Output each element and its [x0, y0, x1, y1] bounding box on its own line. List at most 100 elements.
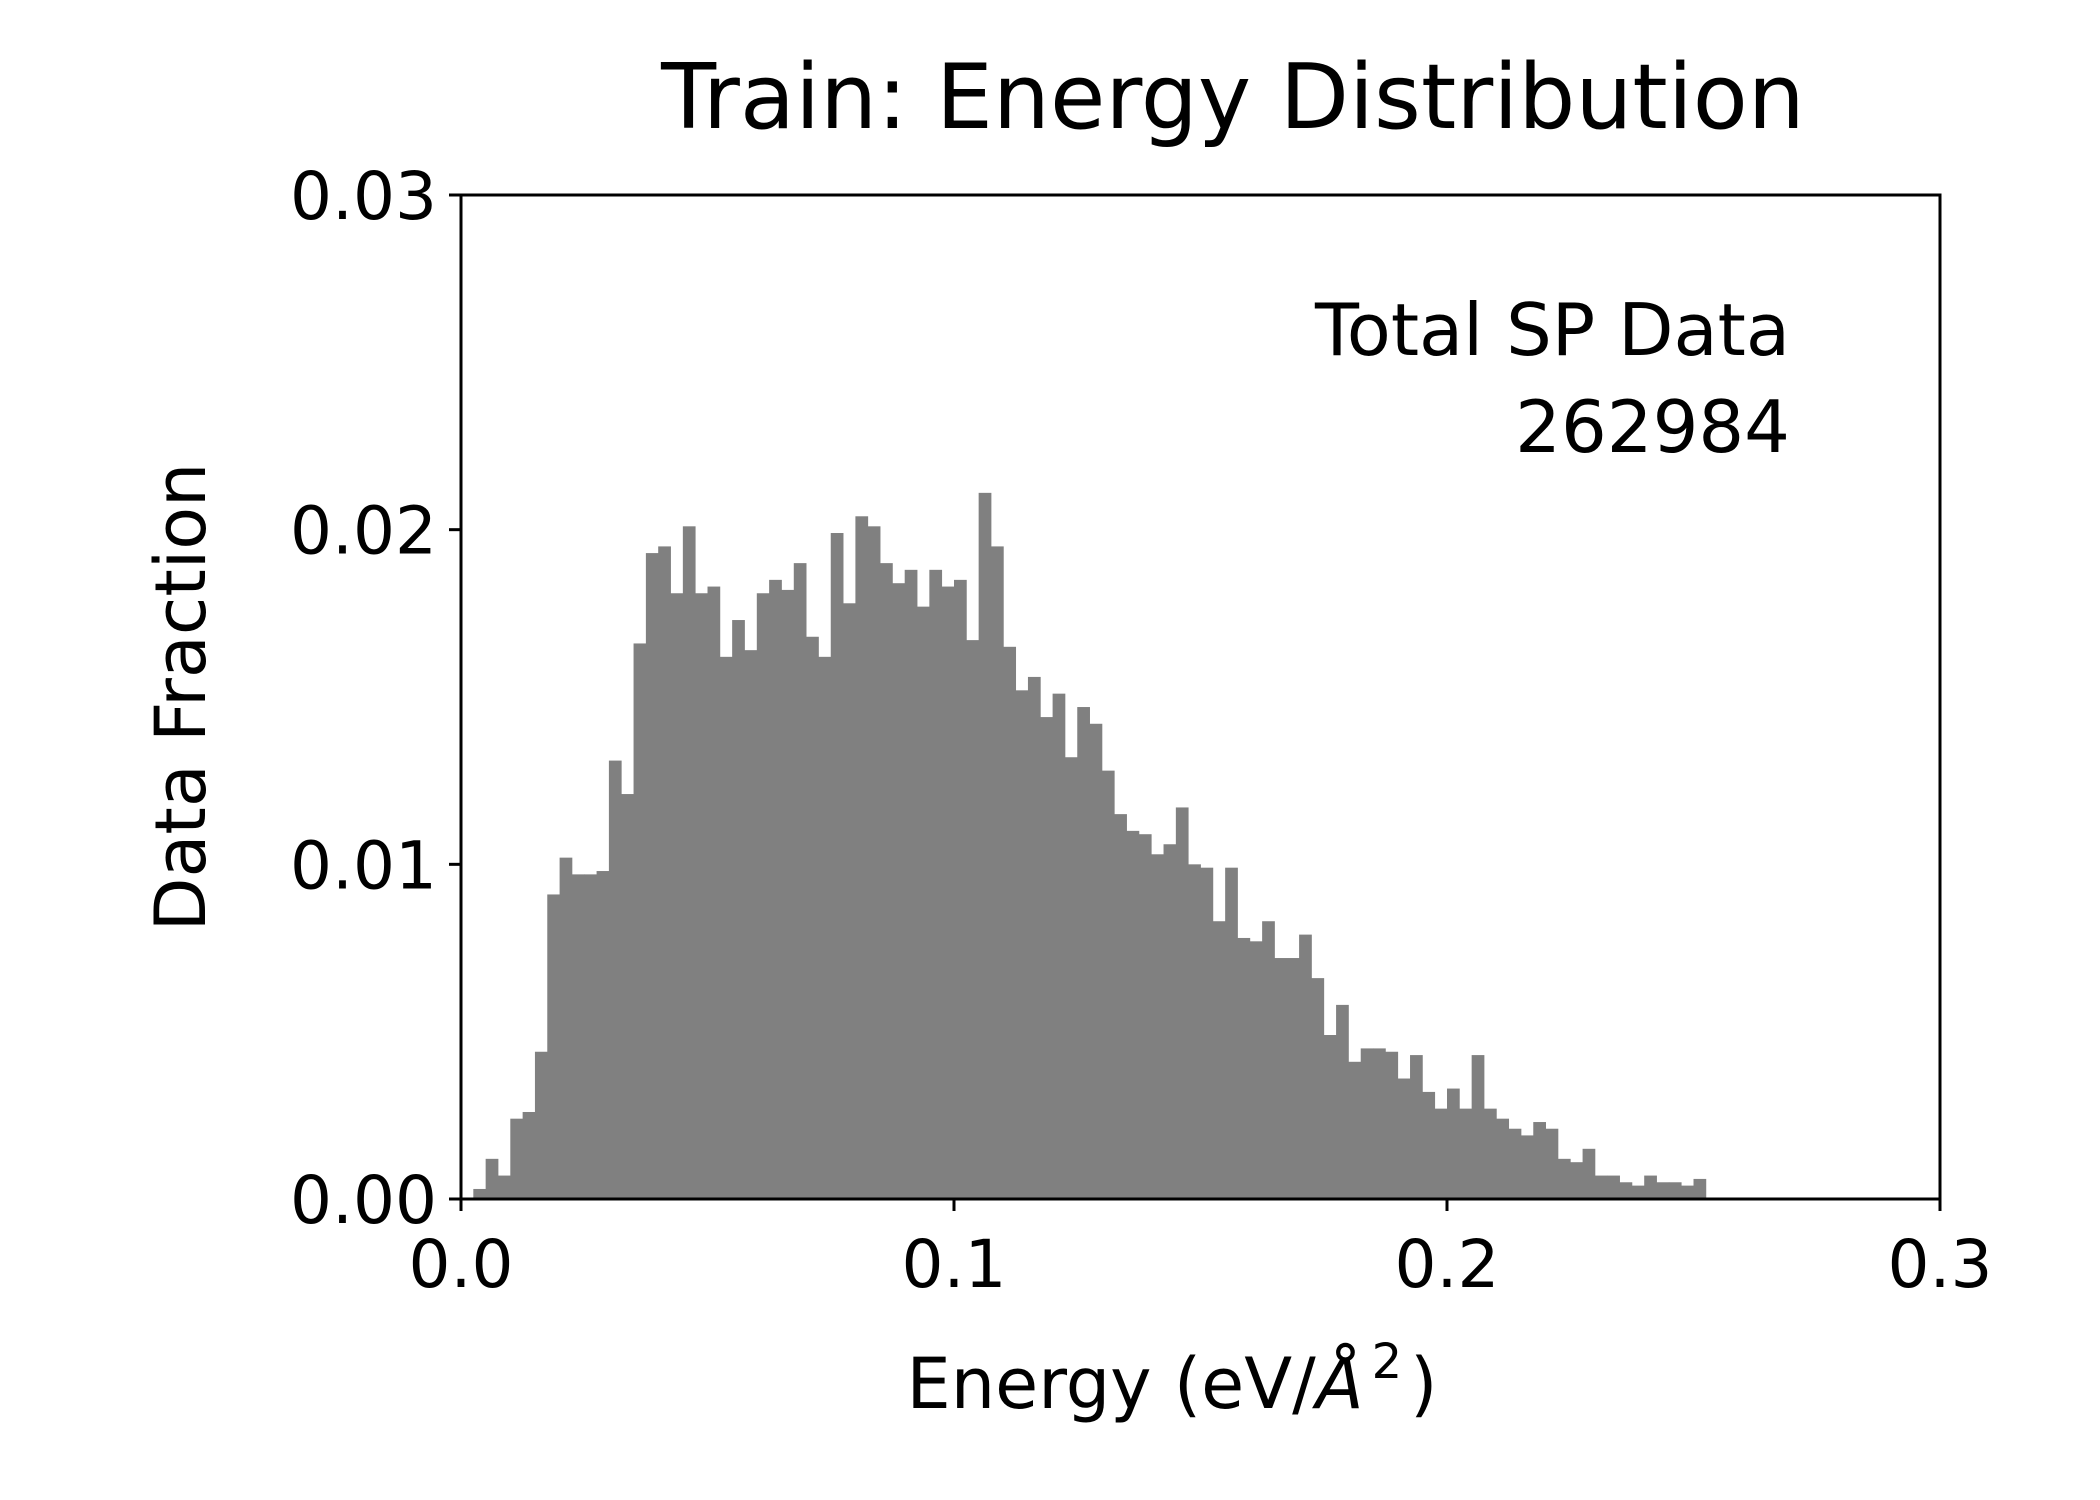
histogram-bar: [658, 546, 671, 1199]
histogram-bar: [522, 1111, 536, 1199]
y-tick-label: 0.03: [290, 158, 437, 235]
x-tick-label: 0.0: [409, 1226, 514, 1303]
x-tick-label: 0.1: [902, 1226, 1007, 1303]
histogram-bar: [621, 794, 634, 1199]
histogram-bar: [978, 492, 992, 1200]
histogram-bar: [1114, 814, 1127, 1199]
histogram-bar: [1644, 1175, 1657, 1199]
histogram-bar: [990, 546, 1004, 1199]
x-tick-label: 0.2: [1395, 1226, 1500, 1303]
histogram-bar: [1434, 1108, 1448, 1199]
histogram-bar: [1225, 867, 1238, 1199]
annotation-value: 262984: [1515, 385, 1790, 469]
histogram-bar: [1557, 1158, 1571, 1199]
histogram-bar: [1336, 1004, 1349, 1199]
chart-title: Train: Energy Distribution: [660, 45, 1805, 150]
histogram-bar: [1237, 937, 1251, 1199]
bars-group: [473, 492, 1707, 1200]
histogram-bar: [571, 874, 585, 1199]
histogram-bar: [1508, 1128, 1522, 1199]
histogram-bar: [1138, 834, 1152, 1199]
histogram-bar: [1483, 1108, 1497, 1199]
histogram-bar: [1397, 1078, 1411, 1199]
histogram-bar: [707, 586, 721, 1199]
x-tick-label: 0.3: [1888, 1226, 1993, 1303]
histogram-bar: [547, 894, 560, 1199]
histogram-bar: [1089, 723, 1103, 1199]
histogram-bar: [1003, 646, 1017, 1199]
histogram-bar: [584, 874, 597, 1199]
histogram-bar: [830, 533, 844, 1199]
histogram-bar: [1188, 864, 1201, 1199]
histogram-bar: [793, 563, 807, 1199]
histogram-bar: [917, 606, 930, 1199]
histogram-bar: [1373, 1048, 1386, 1199]
histogram-bar: [645, 553, 659, 1199]
plot-area-frame: [459, 193, 1942, 1201]
histogram-bar: [1410, 1055, 1423, 1199]
histogram-bar: [756, 593, 770, 1199]
histogram-bar: [732, 620, 745, 1199]
histogram-bar: [670, 593, 684, 1199]
x-axis-label: Energy (eV/Å 2): [907, 1334, 1438, 1425]
x-axis-label-symbol: Å: [1312, 1343, 1364, 1425]
y-axis-label: Data Fraction: [140, 463, 222, 932]
histogram-bar: [880, 563, 893, 1199]
histogram-bar: [1077, 707, 1090, 1199]
histogram-bar: [1422, 1091, 1436, 1199]
y-tick-label: 0.01: [290, 827, 437, 904]
histogram-bar: [1348, 1061, 1362, 1199]
histogram-bar: [1015, 690, 1029, 1199]
histogram-bar: [1052, 693, 1066, 1199]
annotation-label: Total SP Data: [1314, 288, 1790, 372]
histogram-bar: [1385, 1051, 1399, 1199]
histogram-bar: [892, 583, 906, 1199]
histogram-bar: [1163, 844, 1177, 1199]
histogram-bar: [608, 760, 622, 1199]
histogram-bar: [806, 636, 819, 1199]
histogram-bar: [744, 650, 758, 1199]
histogram-bar: [1520, 1135, 1534, 1199]
histogram-bar: [855, 516, 869, 1199]
histogram-bar: [1594, 1175, 1608, 1199]
histogram-bar: [1151, 854, 1164, 1199]
histogram-bar: [1064, 757, 1078, 1199]
histogram-bar: [1027, 676, 1041, 1199]
histogram-bar: [1533, 1122, 1546, 1199]
histogram-bar: [1262, 921, 1275, 1199]
histogram-bar: [818, 656, 832, 1199]
histogram-bar: [1459, 1108, 1473, 1199]
histogram-bar: [1249, 941, 1263, 1199]
histogram-bar: [1656, 1182, 1670, 1199]
x-axis-label-superscript: 2: [1372, 1334, 1403, 1390]
histogram-bar: [1582, 1148, 1596, 1199]
histogram-bar: [1619, 1182, 1633, 1199]
histogram-bar: [1545, 1128, 1559, 1199]
histogram-bar: [510, 1118, 524, 1199]
histogram-bar: [695, 593, 708, 1199]
histogram-bar: [867, 526, 881, 1199]
histogram-bar: [904, 569, 918, 1199]
y-tick-label: 0.00: [290, 1162, 437, 1239]
histogram-bar: [559, 857, 573, 1199]
histogram-bar: [534, 1051, 548, 1199]
histogram-bar: [1631, 1185, 1645, 1199]
histogram-bar: [1681, 1185, 1694, 1199]
histogram-bar: [781, 589, 795, 1199]
histogram-bar: [1496, 1118, 1510, 1199]
histogram-bar: [1447, 1088, 1460, 1199]
histogram-bar: [1299, 934, 1312, 1199]
histogram-bar: [1693, 1178, 1707, 1199]
histogram-bar: [1311, 978, 1325, 1199]
histogram-bar: [954, 579, 967, 1199]
histogram-bar: [1040, 717, 1053, 1199]
x-axis-label-suffix: ): [1410, 1343, 1437, 1425]
histogram-bar: [929, 569, 943, 1199]
histogram-bar: [596, 871, 610, 1199]
histogram-bar: [719, 656, 733, 1199]
x-axis-label-prefix: Energy (eV/: [907, 1343, 1317, 1425]
histogram-bar: [843, 603, 856, 1199]
histogram-bar: [1607, 1175, 1620, 1199]
